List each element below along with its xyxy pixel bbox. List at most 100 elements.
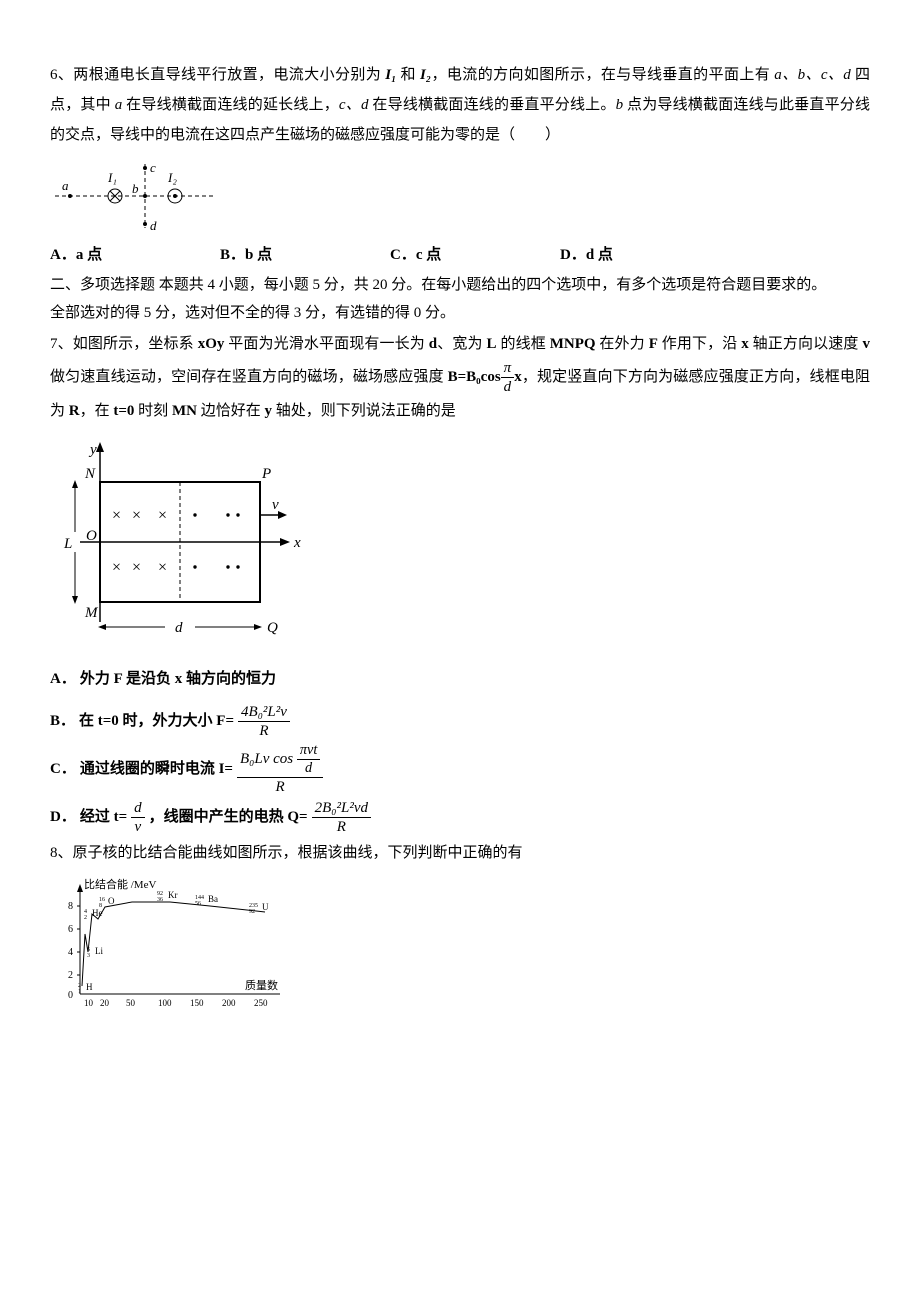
q7-optB-lead: B．	[50, 700, 75, 742]
svg-text:0: 0	[68, 990, 73, 1001]
q7-t7: 轴正方向以速度	[749, 336, 863, 352]
q7-optC-frac: B₀Lv cos πvt d R	[237, 742, 323, 796]
svg-text:4: 4	[68, 947, 73, 958]
q7-optC-den: R	[237, 778, 323, 796]
q7-optD-f2-num: 2B₀²L²vd	[312, 799, 371, 818]
q6-cd: c、d	[339, 97, 369, 113]
svg-text:Kr: Kr	[168, 890, 178, 900]
q7-B2: x	[514, 369, 522, 385]
q7-t8: 做匀速直线运动，空间存在竖直方向的磁场，磁场感应强度	[50, 369, 448, 385]
q6-stem: 6、两根通电长直导线平行放置，电流大小分别为 I₁ 和 I₂，电流的方向如图所示…	[50, 60, 870, 150]
q7-optB-t1: 在 t=0 时，外力大小 F=	[79, 700, 234, 742]
q7-optD-frac2: 2B₀²L²vd R	[312, 799, 371, 836]
q8-num: 8、	[50, 845, 73, 861]
svg-text:I₁: I₁	[107, 170, 117, 185]
q6-num: 6、	[50, 67, 73, 83]
svg-text:P: P	[261, 466, 271, 482]
q7-optD-f2-den: R	[312, 818, 371, 836]
svg-text:250: 250	[254, 998, 268, 1008]
q7-t3: 、宽为	[437, 336, 486, 352]
q7-t5: 在外力	[596, 336, 649, 352]
q7-optC-num-wrap: B₀Lv cos πvt d	[237, 742, 323, 778]
q7-optD: D． 经过 t= d v ，线圈中产生的电热 Q= 2B₀²L²vd R	[50, 796, 870, 838]
svg-text:×: ×	[158, 559, 167, 576]
svg-text:×: ×	[112, 559, 121, 576]
q7-xoy: xOy	[198, 336, 225, 352]
q7-F: F	[649, 336, 658, 352]
q7-L: L	[487, 336, 497, 352]
q7-optD-t1: 经过 t=	[80, 796, 127, 838]
q6-I2: I₂	[420, 67, 431, 83]
q7-optD-f1-num: d	[131, 799, 145, 818]
q7-optA: A． 外力 F 是沿负 x 轴方向的恒力	[50, 658, 870, 700]
svg-text:He: He	[92, 908, 103, 918]
q6-and: 和	[396, 67, 420, 83]
section2-line2: 全部选对的得 5 分，选对但不全的得 3 分，有选错的得 0 分。	[50, 301, 870, 325]
q7-t11: 时刻	[134, 403, 172, 419]
q7-optB-den: R	[238, 722, 290, 740]
svg-text:N: N	[84, 466, 96, 482]
q7-optC-innerfrac: πvt d	[297, 742, 320, 777]
q7-optC-innerden: d	[297, 760, 320, 777]
q7-optD-t2: ，线圈中产生的电热 Q=	[149, 796, 308, 838]
svg-text:I₂: I₂	[167, 170, 177, 185]
svg-text:50: 50	[126, 998, 136, 1008]
q7-num: 7、	[50, 336, 73, 352]
svg-text:×: ×	[132, 507, 141, 524]
svg-text:y: y	[88, 442, 97, 458]
q6-b: b	[616, 97, 624, 113]
svg-text:56: 56	[195, 901, 201, 907]
q6-pts: a、b、c、d	[774, 67, 851, 83]
q7-optB: B． 在 t=0 时，外力大小 F= 4B₀²L²v R	[50, 700, 870, 742]
q7-x: x	[741, 336, 749, 352]
q7-y: y	[264, 403, 272, 419]
svg-text:92: 92	[249, 909, 255, 915]
q6-options: A．a 点 B．b 点 C．c 点 D．d 点	[50, 242, 870, 269]
svg-text:Q: Q	[267, 620, 278, 636]
q7-optA-lead: A．	[50, 658, 76, 700]
svg-text:Ba: Ba	[208, 894, 218, 904]
svg-text:150: 150	[190, 998, 204, 1008]
q7-optC-t: 通过线圈的瞬时电流 I=	[80, 748, 233, 790]
svg-text:2: 2	[68, 970, 73, 981]
section2-line1: 二、多项选择题 本题共 4 小题，每小题 5 分，共 20 分。在每小题给出的四…	[50, 273, 870, 297]
q7-v: v	[862, 336, 870, 352]
svg-text:36: 36	[157, 897, 163, 903]
svg-text:6: 6	[68, 924, 73, 935]
q6-t4: 在导线横截面连线的延长线上，	[122, 97, 339, 113]
q7-B1: B=B₀cos	[448, 369, 501, 385]
svg-text:比结合能 /MeV: 比结合能 /MeV	[84, 877, 156, 891]
q7-optC-innernum: πvt	[297, 742, 320, 760]
svg-text:×: ×	[158, 507, 167, 524]
q6-t5: 在导线横截面连线的垂直平分线上。	[368, 97, 615, 113]
q7-optD-f1-den: v	[131, 818, 145, 836]
q7-t0: t=0	[113, 403, 134, 419]
q6-I1: I₁	[385, 67, 396, 83]
svg-text:3: 3	[87, 953, 90, 959]
svg-text:20: 20	[100, 998, 110, 1008]
q8-text: 原子核的比结合能曲线如图所示，根据该曲线，下列判断中正确的有	[73, 845, 523, 861]
q7-t4: 的线框	[497, 336, 550, 352]
svg-text:2: 2	[84, 915, 87, 921]
svg-text:1: 1	[78, 989, 81, 995]
q7-t1: 如图所示，坐标系	[73, 336, 198, 352]
svg-text:8: 8	[68, 901, 73, 912]
svg-text:×: ×	[132, 559, 141, 576]
q7-t12: 边恰好在	[197, 403, 265, 419]
svg-text:L: L	[63, 536, 72, 552]
svg-text:H: H	[86, 982, 93, 992]
q7-d: d	[429, 336, 437, 352]
q7-optA-txt: 外力 F 是沿负 x 轴方向的恒力	[80, 658, 276, 700]
q7-Bfrac: πd	[501, 359, 515, 396]
q7-Bfrac-den: d	[501, 378, 515, 396]
q6-optA: A．a 点	[50, 247, 102, 263]
q7-optC-num1: B₀Lv cos	[240, 751, 293, 767]
q7-mnpq: MNPQ	[550, 336, 596, 352]
svg-text:O: O	[108, 896, 115, 906]
svg-text:O: O	[86, 528, 97, 544]
q7-optD-lead: D．	[50, 796, 76, 838]
q6-t1: 两根通电长直导线平行放置，电流大小分别为	[73, 67, 385, 83]
svg-text:U: U	[262, 902, 269, 912]
svg-text:100: 100	[158, 998, 172, 1008]
svg-text:质量数: 质量数	[245, 979, 278, 992]
